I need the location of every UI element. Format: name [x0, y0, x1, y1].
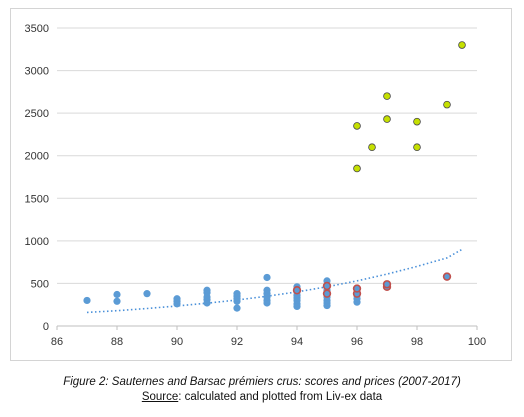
data-point-green	[354, 165, 361, 172]
x-tick-label: 88	[111, 336, 123, 348]
data-point-green	[459, 42, 466, 49]
data-point-green	[444, 101, 451, 108]
source-label: Source	[142, 391, 178, 403]
data-point-red	[294, 287, 301, 294]
data-point-blue	[203, 287, 210, 294]
data-point-red	[444, 273, 451, 280]
trendline	[87, 249, 462, 312]
data-point-blue	[113, 298, 120, 305]
x-tick-label: 98	[411, 336, 423, 348]
data-point-green	[384, 116, 391, 123]
data-point-green	[414, 118, 421, 125]
x-tick-label: 90	[171, 336, 183, 348]
source-line: Source: calculated and plotted from Liv-…	[0, 391, 524, 403]
data-point-green	[414, 144, 421, 151]
x-tick-label: 100	[468, 336, 486, 348]
data-point-blue	[83, 297, 90, 304]
data-point-blue	[263, 287, 270, 294]
data-point-red	[354, 285, 361, 292]
y-tick-label: 0	[43, 321, 49, 333]
data-point-blue	[143, 290, 150, 297]
data-point-blue	[173, 295, 180, 302]
data-point-blue	[113, 291, 120, 298]
data-point-red	[324, 283, 331, 290]
data-point-green	[354, 123, 361, 130]
y-tick-label: 1000	[25, 236, 49, 248]
data-point-blue	[263, 274, 270, 281]
data-point-blue	[233, 290, 240, 297]
y-tick-label: 1500	[25, 193, 49, 205]
data-point-green	[384, 93, 391, 100]
scatter-chart: 0 500 1000 1500 2000 2500 3000 3500 86 88 90 92 94 96…	[0, 0, 524, 370]
data-point-green	[369, 144, 376, 151]
data-point-blue	[233, 305, 240, 312]
x-tick-label: 96	[351, 336, 363, 348]
y-tick-label: 2500	[25, 108, 49, 120]
y-tick-label: 3500	[25, 23, 49, 35]
y-tick-label: 2000	[25, 151, 49, 163]
figure-caption: Figure 2: Sauternes and Barsac prémiers …	[0, 376, 524, 388]
y-tick-label: 3000	[25, 66, 49, 78]
data-point-red	[324, 290, 331, 297]
x-tick-label: 94	[291, 336, 303, 348]
x-tick-label: 92	[231, 336, 243, 348]
x-tick-label: 86	[51, 336, 63, 348]
source-text: : calculated and plotted from Liv-ex dat…	[178, 391, 382, 403]
data-point-red	[384, 281, 391, 288]
y-tick-label: 500	[31, 278, 49, 290]
